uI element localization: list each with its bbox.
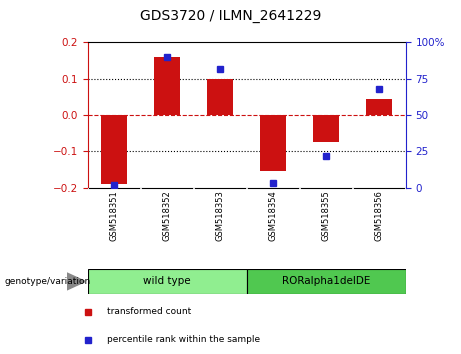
- Text: percentile rank within the sample: percentile rank within the sample: [106, 335, 260, 344]
- Bar: [207, 79, 233, 115]
- Bar: [247, 269, 406, 294]
- Text: GSM518352: GSM518352: [163, 190, 171, 241]
- Text: GSM518355: GSM518355: [322, 190, 331, 241]
- Text: GSM518351: GSM518351: [110, 190, 118, 241]
- Text: genotype/variation: genotype/variation: [5, 277, 91, 286]
- Text: GDS3720 / ILMN_2641229: GDS3720 / ILMN_2641229: [140, 9, 321, 23]
- Bar: [101, 115, 127, 184]
- Bar: [313, 115, 339, 142]
- Text: wild type: wild type: [143, 276, 191, 286]
- Bar: [260, 115, 286, 171]
- Polygon shape: [67, 273, 85, 290]
- Text: GSM518356: GSM518356: [375, 190, 384, 241]
- Text: RORalpha1delDE: RORalpha1delDE: [282, 276, 370, 286]
- Text: transformed count: transformed count: [106, 307, 191, 316]
- Bar: [366, 99, 392, 115]
- Bar: [88, 269, 247, 294]
- Text: GSM518353: GSM518353: [216, 190, 225, 241]
- Bar: [154, 57, 180, 115]
- Text: GSM518354: GSM518354: [269, 190, 278, 241]
